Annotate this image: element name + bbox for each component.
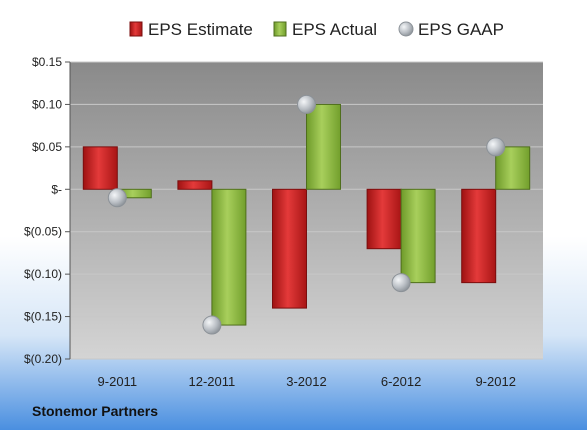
y-tick-label: $(0.05) — [24, 225, 62, 239]
legend-label: EPS Actual — [292, 20, 377, 39]
y-tick-label: $(0.15) — [24, 310, 62, 324]
x-tick-label: 6-2012 — [381, 374, 421, 389]
estimate-bar — [461, 188, 497, 284]
y-tick-label: $0.10 — [32, 97, 62, 111]
y-tick-label: $0.15 — [32, 55, 62, 69]
y-tick-label: $(0.10) — [24, 267, 62, 281]
gaap-point — [486, 137, 506, 157]
estimate-bar — [82, 146, 118, 190]
bar-layer — [82, 103, 531, 326]
x-tick-label: 12-2011 — [189, 374, 236, 389]
estimate-bar — [366, 188, 402, 250]
actual-bar — [211, 188, 247, 326]
y-tick-label: $(0.20) — [24, 352, 62, 366]
legend-label: EPS GAAP — [418, 20, 504, 39]
estimate-bar — [272, 188, 307, 309]
legend-label: EPS Estimate — [148, 20, 253, 39]
gaap-point — [202, 315, 222, 335]
legend: EPS Estimate EPS Actual EPS GAAP — [129, 20, 504, 39]
legend-swatch-gaap — [398, 21, 414, 37]
x-tick-label: 3-2012 — [286, 374, 326, 389]
y-axis-ticks: $0.15 $0.10 $0.05 $- $(0.05) $(0.10) $(0.15) $(… — [24, 55, 62, 366]
gaap-point — [107, 188, 127, 208]
y-tick-label: $0.05 — [32, 140, 62, 154]
gaap-point — [297, 94, 316, 114]
legend-swatch-estimate — [129, 21, 143, 37]
company-name: Stonemor Partners — [32, 403, 158, 419]
actual-bar — [306, 103, 341, 190]
x-tick-label: 9-2011 — [98, 374, 138, 389]
x-tick-label: 9-2012 — [475, 374, 515, 389]
legend-swatch-actual — [273, 21, 287, 37]
gaap-point — [391, 273, 411, 293]
x-axis-labels: 9-2011 12-2011 3-2012 6-2012 9-2012 — [98, 374, 516, 389]
estimate-bar — [177, 180, 213, 190]
actual-bar — [400, 188, 436, 284]
gaap-layer — [107, 94, 506, 335]
y-tick-label: $- — [51, 182, 62, 196]
